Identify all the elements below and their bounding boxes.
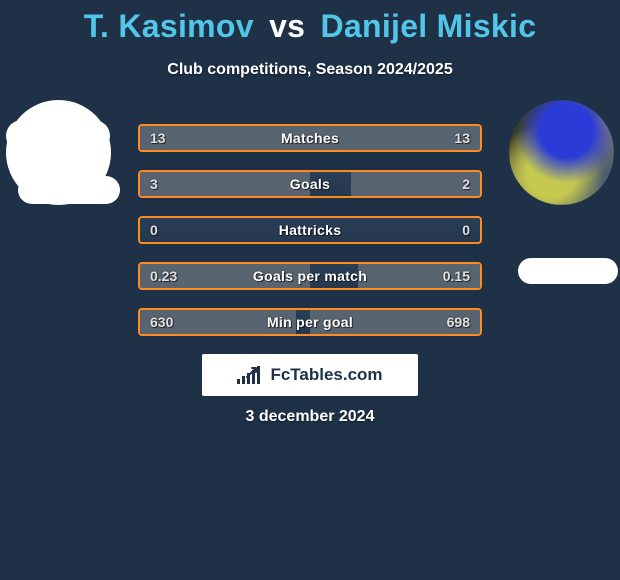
stat-row: 3 Goals 2 xyxy=(138,170,482,198)
decorative-pill xyxy=(18,176,120,204)
stat-row: 0.23 Goals per match 0.15 xyxy=(138,262,482,290)
logo-text: FcTables.com xyxy=(270,365,382,385)
stat-value-right: 2 xyxy=(462,176,470,192)
stat-bar-right xyxy=(351,172,480,196)
player1-name: T. Kasimov xyxy=(84,8,254,44)
fctables-logo[interactable]: FcTables.com xyxy=(202,354,418,396)
stat-label: Goals xyxy=(290,176,330,192)
stat-value-right: 0 xyxy=(462,222,470,238)
stat-bar-left xyxy=(140,172,310,196)
subtitle: Club competitions, Season 2024/2025 xyxy=(0,61,620,79)
stat-value-left: 0.23 xyxy=(150,268,177,284)
player2-avatar xyxy=(509,100,614,205)
stat-label: Hattricks xyxy=(279,222,342,238)
stat-value-left: 0 xyxy=(150,222,158,238)
stat-label: Matches xyxy=(281,130,339,146)
stat-value-left: 3 xyxy=(150,176,158,192)
stat-label: Min per goal xyxy=(267,314,353,330)
comparison-title: T. Kasimov vs Danijel Miskic xyxy=(0,0,620,45)
stat-value-right: 0.15 xyxy=(443,268,470,284)
stat-value-left: 630 xyxy=(150,314,173,330)
snapshot-date: 3 december 2024 xyxy=(0,408,620,426)
decorative-pill xyxy=(6,120,110,152)
stat-value-right: 13 xyxy=(454,130,470,146)
vs-text: vs xyxy=(269,8,305,44)
player2-name: Danijel Miskic xyxy=(320,8,536,44)
stats-table: 13 Matches 13 3 Goals 2 0 Hattricks 0 0.… xyxy=(138,124,482,354)
player2-avatar-image xyxy=(509,100,614,205)
stat-row: 630 Min per goal 698 xyxy=(138,308,482,336)
stat-label: Goals per match xyxy=(253,268,367,284)
stat-value-left: 13 xyxy=(150,130,166,146)
stat-value-right: 698 xyxy=(447,314,470,330)
stat-row: 13 Matches 13 xyxy=(138,124,482,152)
decorative-pill xyxy=(518,258,618,284)
logo-arrow-icon xyxy=(246,364,262,380)
stat-row: 0 Hattricks 0 xyxy=(138,216,482,244)
